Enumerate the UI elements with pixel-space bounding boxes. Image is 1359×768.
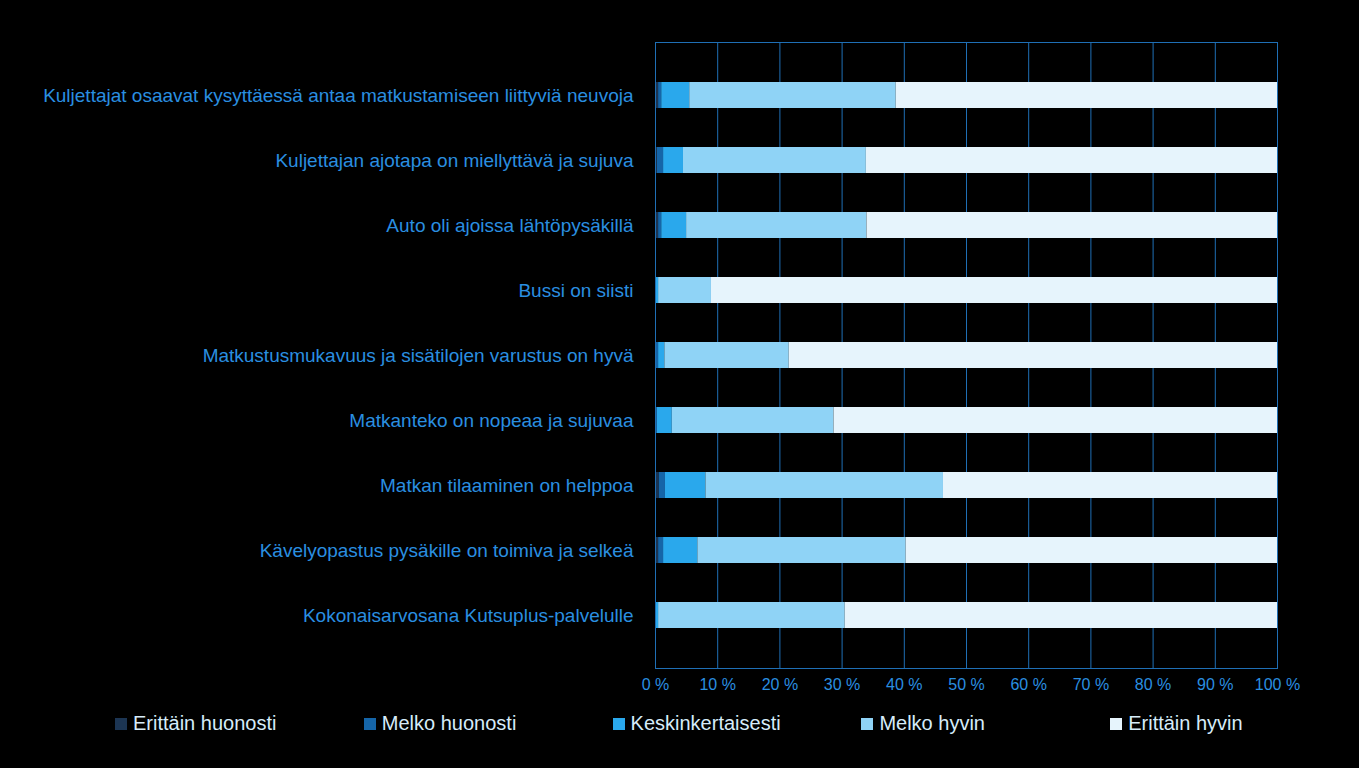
svg-text:60 %: 60 % xyxy=(1010,676,1046,693)
svg-text:Kuljettajan ajotapa on miellyt: Kuljettajan ajotapa on miellyttävä ja su… xyxy=(275,150,633,171)
svg-text:70 %: 70 % xyxy=(1073,676,1109,693)
svg-text:20 %: 20 % xyxy=(762,676,798,693)
svg-text:Matkanteko on nopeaa ja sujuva: Matkanteko on nopeaa ja sujuvaa xyxy=(349,410,634,431)
svg-text:50 %: 50 % xyxy=(948,676,984,693)
svg-text:80 %: 80 % xyxy=(1135,676,1171,693)
html-text:Melko huonosti: Melko huonosti xyxy=(381,712,517,734)
svg-text:Kävelyopastus pysäkille on toi: Kävelyopastus pysäkille on toimiva ja se… xyxy=(260,540,634,561)
svg-text:Matkan tilaaminen on helppoa: Matkan tilaaminen on helppoa xyxy=(380,475,634,496)
svg-text:90 %: 90 % xyxy=(1197,676,1233,693)
svg-text:Kuljettajat osaavat kysyttäess: Kuljettajat osaavat kysyttäessä antaa ma… xyxy=(43,85,634,106)
svg-text:10 %: 10 % xyxy=(699,676,735,693)
svg-text:Kokonaisarvosana Kutsuplus-pal: Kokonaisarvosana Kutsuplus-palvelulle xyxy=(303,605,634,626)
svg-text:30 %: 30 % xyxy=(824,676,860,693)
svg-text:Matkustusmukavuus ja sisätiloj: Matkustusmukavuus ja sisätilojen varustu… xyxy=(203,345,634,366)
svg-text:100 %: 100 % xyxy=(1255,676,1300,693)
html-text:Melko hyvin: Melko hyvin xyxy=(879,712,985,734)
html-text:Erittäin hyvin: Erittäin hyvin xyxy=(1128,712,1243,734)
svg-text:Auto oli ajoissa lähtöpysäkill: Auto oli ajoissa lähtöpysäkillä xyxy=(386,215,634,236)
html-text:Erittäin huonosti: Erittäin huonosti xyxy=(133,712,277,734)
svg-text:40 %: 40 % xyxy=(886,676,922,693)
html-text:Keskinkertaisesti: Keskinkertaisesti xyxy=(630,712,781,734)
svg-text:0 %: 0 % xyxy=(642,676,670,693)
svg-text:Bussi on siisti: Bussi on siisti xyxy=(518,280,633,301)
